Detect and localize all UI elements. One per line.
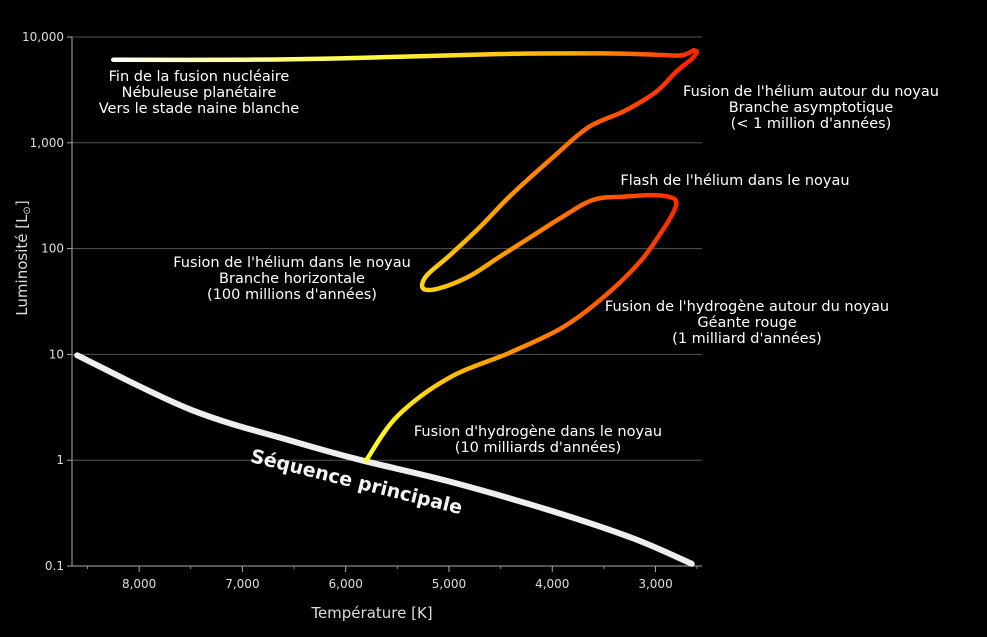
x-tick-label-4: 4,000 bbox=[535, 577, 569, 591]
x-tick-label-5: 3,000 bbox=[638, 577, 672, 591]
main-sequence-line bbox=[74, 352, 695, 567]
annotation-helium-flash-line-0: Flash de l'hélium dans le noyau bbox=[620, 173, 849, 189]
annotation-end-of-fusion-line-2: Vers le stade naine blanche bbox=[99, 101, 300, 117]
x-tick-label-3: 5,000 bbox=[432, 577, 466, 591]
y-ticks: 0.1 1 10 100 1,000 10,000 bbox=[22, 30, 72, 573]
axes bbox=[71, 37, 702, 567]
annotation-agb-line-0: Fusion de l'hélium autour du noyau bbox=[683, 84, 939, 100]
annotation-horizontal-branch-line-1: Branche horizontale bbox=[219, 271, 365, 287]
annotation-core-hydrogen-line-0: Fusion d'hydrogène dans le noyau bbox=[414, 424, 662, 440]
evolution-track-line bbox=[364, 47, 700, 463]
x-tick-label-2: 6,000 bbox=[329, 577, 363, 591]
y-tick-label-3: 100 bbox=[41, 242, 64, 256]
annotation-end-of-fusion-line-0: Fin de la fusion nucléaire bbox=[109, 69, 290, 85]
y-tick-label-4: 1,000 bbox=[30, 136, 64, 150]
x-tick-label-0: 8,000 bbox=[122, 577, 156, 591]
annotation-agb-line-1: Branche asymptotique bbox=[729, 100, 894, 116]
y-tick-label-0: 0.1 bbox=[45, 559, 64, 573]
annotation-agb-line-2: (< 1 million d'années) bbox=[731, 116, 892, 132]
x-ticks: 8,000 7,000 6,000 5,000 4,000 3,000 bbox=[86, 566, 698, 591]
y-tick-label-1: 1 bbox=[56, 453, 64, 467]
annotation-end-of-fusion-line-1: Nébuleuse planétaire bbox=[122, 85, 277, 101]
x-axis-label: Température [K] bbox=[310, 604, 432, 622]
annotation-red-giant-line-2: (1 milliard d'années) bbox=[672, 331, 822, 347]
y-tick-label-5: 10,000 bbox=[22, 30, 64, 44]
annotation-red-giant-line-0: Fusion de l'hydrogène autour du noyau bbox=[605, 299, 889, 315]
annotation-red-giant-line-1: Géante rouge bbox=[697, 315, 796, 331]
annotation-horizontal-branch-line-2: (100 millions d'années) bbox=[207, 287, 377, 303]
y-axis-label: Luminosité [L⊙] bbox=[13, 200, 33, 315]
y-tick-label-2: 10 bbox=[49, 347, 64, 361]
post-agb-track-line bbox=[111, 47, 696, 63]
annotation-core-hydrogen-line-1: (10 milliards d'années) bbox=[455, 440, 621, 456]
annotation-horizontal-branch-line-0: Fusion de l'hélium dans le noyau bbox=[173, 255, 411, 271]
x-tick-label-1: 7,000 bbox=[225, 577, 259, 591]
